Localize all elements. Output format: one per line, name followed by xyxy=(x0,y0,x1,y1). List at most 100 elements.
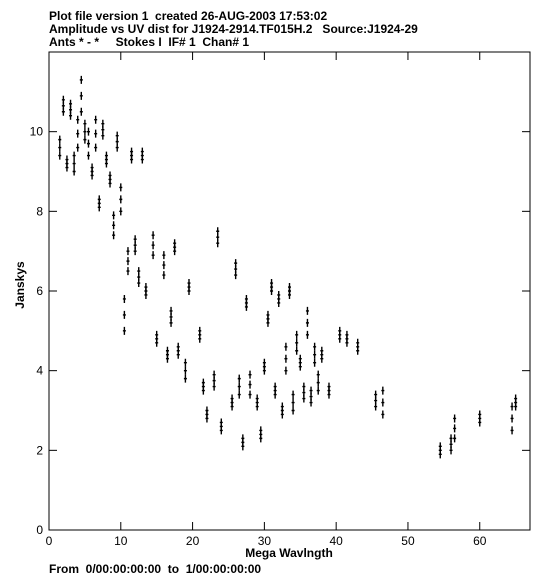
data-point xyxy=(72,167,76,176)
data-point xyxy=(76,129,80,138)
data-point xyxy=(119,183,123,192)
data-point xyxy=(72,151,76,160)
data-point xyxy=(122,294,126,303)
data-point xyxy=(169,306,173,315)
data-point xyxy=(237,374,241,383)
data-point xyxy=(76,143,80,152)
data-point xyxy=(101,119,105,128)
x-tick-label: 10 xyxy=(114,534,128,548)
data-point xyxy=(280,402,284,411)
data-point xyxy=(284,354,288,363)
data-point xyxy=(83,119,87,128)
x-tick-label: 60 xyxy=(473,534,487,548)
data-point xyxy=(295,330,299,339)
data-point xyxy=(69,99,73,108)
data-point xyxy=(119,195,123,204)
data-point xyxy=(316,370,320,379)
data-point xyxy=(162,261,166,270)
data-point xyxy=(151,231,155,240)
data-point xyxy=(273,382,277,391)
data-point xyxy=(248,370,252,379)
y-tick-label: 6 xyxy=(36,284,43,298)
data-point xyxy=(230,394,234,403)
data-point xyxy=(305,330,309,339)
data-point xyxy=(345,330,349,339)
data-point xyxy=(122,326,126,335)
data-point xyxy=(187,279,191,288)
data-point xyxy=(79,91,83,100)
data-point xyxy=(316,378,320,387)
data-point xyxy=(58,143,62,152)
data-point xyxy=(449,434,453,443)
data-point xyxy=(122,310,126,319)
data-point xyxy=(277,290,281,299)
data-point xyxy=(219,418,223,427)
data-point xyxy=(126,257,130,266)
data-point xyxy=(72,159,76,168)
data-point xyxy=(381,410,385,419)
data-point xyxy=(76,115,80,124)
data-point xyxy=(198,326,202,335)
y-tick-label: 10 xyxy=(30,125,44,139)
data-point xyxy=(295,346,299,355)
data-point xyxy=(259,426,263,435)
data-point xyxy=(237,382,241,391)
data-point xyxy=(266,310,270,319)
data-point xyxy=(151,251,155,260)
data-point xyxy=(216,227,220,236)
data-point xyxy=(79,75,83,84)
x-tick-label: 50 xyxy=(401,534,415,548)
data-point xyxy=(94,115,98,124)
data-point xyxy=(86,127,90,136)
data-point xyxy=(79,107,83,116)
data-point xyxy=(313,342,317,351)
data-point xyxy=(183,366,187,375)
data-point xyxy=(97,195,101,204)
data-point xyxy=(137,267,141,276)
data-point xyxy=(112,231,116,240)
data-point xyxy=(234,259,238,268)
data-point xyxy=(108,171,112,180)
data-point xyxy=(94,129,98,138)
data-point xyxy=(284,342,288,351)
data-point xyxy=(126,247,130,256)
data-point xyxy=(316,386,320,395)
data-point xyxy=(86,139,90,148)
data-point xyxy=(291,398,295,407)
footer: From 0/00:00:00:00 to 1/00:00:00:00 xyxy=(49,562,261,576)
data-point xyxy=(453,434,457,443)
data-point xyxy=(94,143,98,152)
data-point xyxy=(381,386,385,395)
data-point xyxy=(305,306,309,315)
y-tick-label: 0 xyxy=(36,523,43,537)
x-tick-label: 30 xyxy=(258,534,272,548)
data-point xyxy=(510,426,514,435)
data-point xyxy=(284,366,288,375)
data-point xyxy=(302,382,306,391)
data-point xyxy=(130,147,134,156)
data-point xyxy=(151,241,155,250)
data-point xyxy=(295,338,299,347)
data-point xyxy=(510,402,514,411)
data-point xyxy=(58,151,62,160)
x-tick-label: 0 xyxy=(46,534,53,548)
data-point xyxy=(270,279,274,288)
data-point xyxy=(173,239,177,248)
data-point xyxy=(478,410,482,419)
data-point xyxy=(83,135,87,144)
data-point xyxy=(244,294,248,303)
data-point xyxy=(453,424,457,433)
data-point xyxy=(83,127,87,136)
data-point xyxy=(327,382,331,391)
data-point xyxy=(291,406,295,415)
data-point xyxy=(381,398,385,407)
data-point xyxy=(510,414,514,423)
data-point xyxy=(65,155,69,164)
data-point xyxy=(112,211,116,220)
data-point xyxy=(320,346,324,355)
data-point xyxy=(90,163,94,172)
data-point xyxy=(262,358,266,367)
data-point xyxy=(86,151,90,160)
data-point xyxy=(58,135,62,144)
